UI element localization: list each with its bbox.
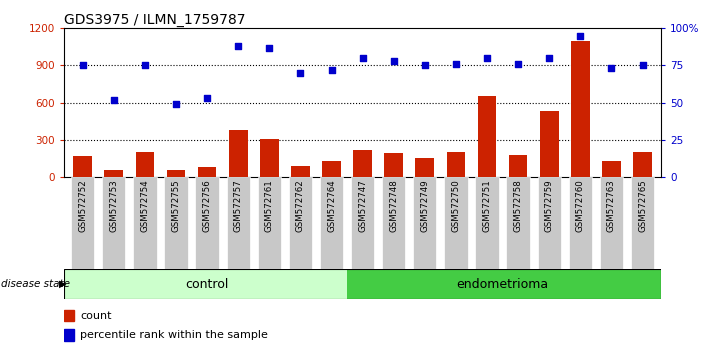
Point [326,67,337,73]
Bar [353,150,372,177]
Text: GSM572762: GSM572762 [296,179,305,232]
Bar [166,170,186,177]
Bar [136,152,154,177]
FancyBboxPatch shape [196,177,219,283]
Text: GDS3975 / ILMN_1759787: GDS3975 / ILMN_1759787 [64,13,245,27]
Point [450,61,461,67]
Point [232,43,244,49]
Text: GSM572747: GSM572747 [358,179,367,232]
Text: ▶: ▶ [59,279,67,289]
Text: GSM572760: GSM572760 [576,179,585,232]
Text: GSM572757: GSM572757 [234,179,242,232]
Bar [634,152,652,177]
FancyBboxPatch shape [506,177,530,283]
Text: GSM572754: GSM572754 [140,179,149,232]
Point [139,63,151,68]
Point [543,55,555,61]
Point [481,55,493,61]
FancyBboxPatch shape [382,177,405,283]
Text: GSM572765: GSM572765 [638,179,647,232]
Bar [260,139,279,177]
Bar [571,41,589,177]
Text: GSM572764: GSM572764 [327,179,336,232]
Text: GSM572753: GSM572753 [109,179,118,232]
Text: GSM572748: GSM572748 [389,179,398,232]
Point [637,63,648,68]
Text: endometrioma: endometrioma [456,278,549,291]
Text: GSM572759: GSM572759 [545,179,554,232]
Bar [385,154,403,177]
FancyBboxPatch shape [227,177,250,283]
Bar [540,112,559,177]
Bar [229,130,247,177]
Bar [198,167,216,177]
FancyBboxPatch shape [444,177,468,283]
Text: GSM572755: GSM572755 [171,179,181,232]
Text: GSM572756: GSM572756 [203,179,212,232]
Bar [64,310,74,321]
FancyBboxPatch shape [164,177,188,283]
Bar [478,97,496,177]
Text: GSM572751: GSM572751 [483,179,491,232]
FancyBboxPatch shape [351,177,374,283]
Bar [105,170,123,177]
FancyBboxPatch shape [257,177,281,283]
Bar [447,152,465,177]
Point [264,45,275,51]
Point [201,95,213,101]
FancyBboxPatch shape [71,177,95,283]
Point [357,55,368,61]
Bar [64,269,347,299]
Text: GSM572750: GSM572750 [451,179,461,232]
Point [294,70,306,76]
Bar [322,161,341,177]
Point [606,65,617,71]
Bar [291,166,310,177]
FancyBboxPatch shape [289,177,312,283]
FancyBboxPatch shape [538,177,561,283]
FancyBboxPatch shape [631,177,654,283]
Text: GSM572758: GSM572758 [513,179,523,232]
FancyBboxPatch shape [320,177,343,283]
Point [108,97,119,103]
Bar [602,161,621,177]
Text: count: count [80,311,112,321]
Point [513,61,524,67]
Point [170,101,181,107]
FancyBboxPatch shape [133,177,156,283]
Text: GSM572763: GSM572763 [607,179,616,232]
Text: GSM572752: GSM572752 [78,179,87,232]
FancyBboxPatch shape [413,177,437,283]
Point [388,58,400,64]
Text: control: control [186,278,229,291]
Bar [347,269,661,299]
FancyBboxPatch shape [569,177,592,283]
Point [77,63,88,68]
FancyBboxPatch shape [476,177,498,283]
Bar [73,156,92,177]
FancyBboxPatch shape [102,177,125,283]
Text: GSM572749: GSM572749 [420,179,429,232]
Bar [415,158,434,177]
Point [419,63,431,68]
FancyBboxPatch shape [600,177,623,283]
Text: GSM572761: GSM572761 [264,179,274,232]
Text: percentile rank within the sample: percentile rank within the sample [80,330,268,340]
Text: disease state: disease state [1,279,70,289]
Point [574,33,586,39]
Bar [509,155,528,177]
Bar [64,329,74,341]
